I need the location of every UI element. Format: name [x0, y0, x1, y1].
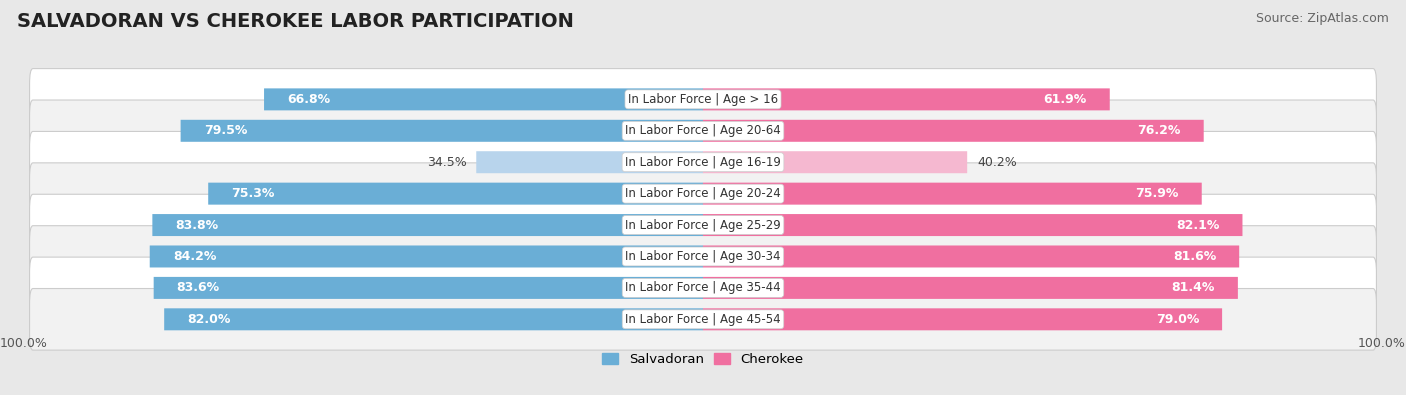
Text: 76.2%: 76.2% [1137, 124, 1181, 137]
Legend: Salvadoran, Cherokee: Salvadoran, Cherokee [598, 348, 808, 371]
FancyBboxPatch shape [149, 245, 703, 267]
FancyBboxPatch shape [30, 288, 1376, 350]
Text: 61.9%: 61.9% [1043, 93, 1087, 106]
Text: 79.0%: 79.0% [1156, 313, 1199, 326]
Text: 84.2%: 84.2% [173, 250, 217, 263]
Text: In Labor Force | Age 35-44: In Labor Force | Age 35-44 [626, 281, 780, 294]
FancyBboxPatch shape [30, 163, 1376, 224]
FancyBboxPatch shape [703, 308, 1222, 330]
FancyBboxPatch shape [30, 100, 1376, 162]
Text: 79.5%: 79.5% [204, 124, 247, 137]
Text: 100.0%: 100.0% [0, 337, 48, 350]
Text: 100.0%: 100.0% [1358, 337, 1406, 350]
Text: 75.3%: 75.3% [231, 187, 274, 200]
Text: In Labor Force | Age 16-19: In Labor Force | Age 16-19 [626, 156, 780, 169]
Text: 81.4%: 81.4% [1171, 281, 1215, 294]
Text: 82.0%: 82.0% [187, 313, 231, 326]
FancyBboxPatch shape [703, 120, 1204, 142]
Text: Source: ZipAtlas.com: Source: ZipAtlas.com [1256, 12, 1389, 25]
FancyBboxPatch shape [477, 151, 703, 173]
FancyBboxPatch shape [703, 182, 1202, 205]
FancyBboxPatch shape [703, 245, 1239, 267]
Text: 82.1%: 82.1% [1175, 218, 1219, 231]
Text: In Labor Force | Age 25-29: In Labor Force | Age 25-29 [626, 218, 780, 231]
FancyBboxPatch shape [703, 151, 967, 173]
FancyBboxPatch shape [165, 308, 703, 330]
Text: 40.2%: 40.2% [977, 156, 1017, 169]
Text: 81.6%: 81.6% [1173, 250, 1216, 263]
FancyBboxPatch shape [30, 132, 1376, 193]
Text: In Labor Force | Age 45-54: In Labor Force | Age 45-54 [626, 313, 780, 326]
FancyBboxPatch shape [30, 69, 1376, 130]
FancyBboxPatch shape [264, 88, 703, 110]
FancyBboxPatch shape [30, 257, 1376, 319]
Text: 34.5%: 34.5% [427, 156, 467, 169]
Text: 83.6%: 83.6% [177, 281, 219, 294]
FancyBboxPatch shape [30, 194, 1376, 256]
FancyBboxPatch shape [703, 214, 1243, 236]
FancyBboxPatch shape [153, 277, 703, 299]
FancyBboxPatch shape [152, 214, 703, 236]
FancyBboxPatch shape [30, 226, 1376, 287]
FancyBboxPatch shape [703, 88, 1109, 110]
FancyBboxPatch shape [180, 120, 703, 142]
FancyBboxPatch shape [208, 182, 703, 205]
FancyBboxPatch shape [703, 277, 1237, 299]
Text: 83.8%: 83.8% [176, 218, 218, 231]
Text: In Labor Force | Age 30-34: In Labor Force | Age 30-34 [626, 250, 780, 263]
Text: SALVADORAN VS CHEROKEE LABOR PARTICIPATION: SALVADORAN VS CHEROKEE LABOR PARTICIPATI… [17, 12, 574, 31]
Text: 75.9%: 75.9% [1135, 187, 1178, 200]
Text: In Labor Force | Age 20-64: In Labor Force | Age 20-64 [626, 124, 780, 137]
Text: In Labor Force | Age > 16: In Labor Force | Age > 16 [628, 93, 778, 106]
Text: 66.8%: 66.8% [287, 93, 330, 106]
Text: In Labor Force | Age 20-24: In Labor Force | Age 20-24 [626, 187, 780, 200]
